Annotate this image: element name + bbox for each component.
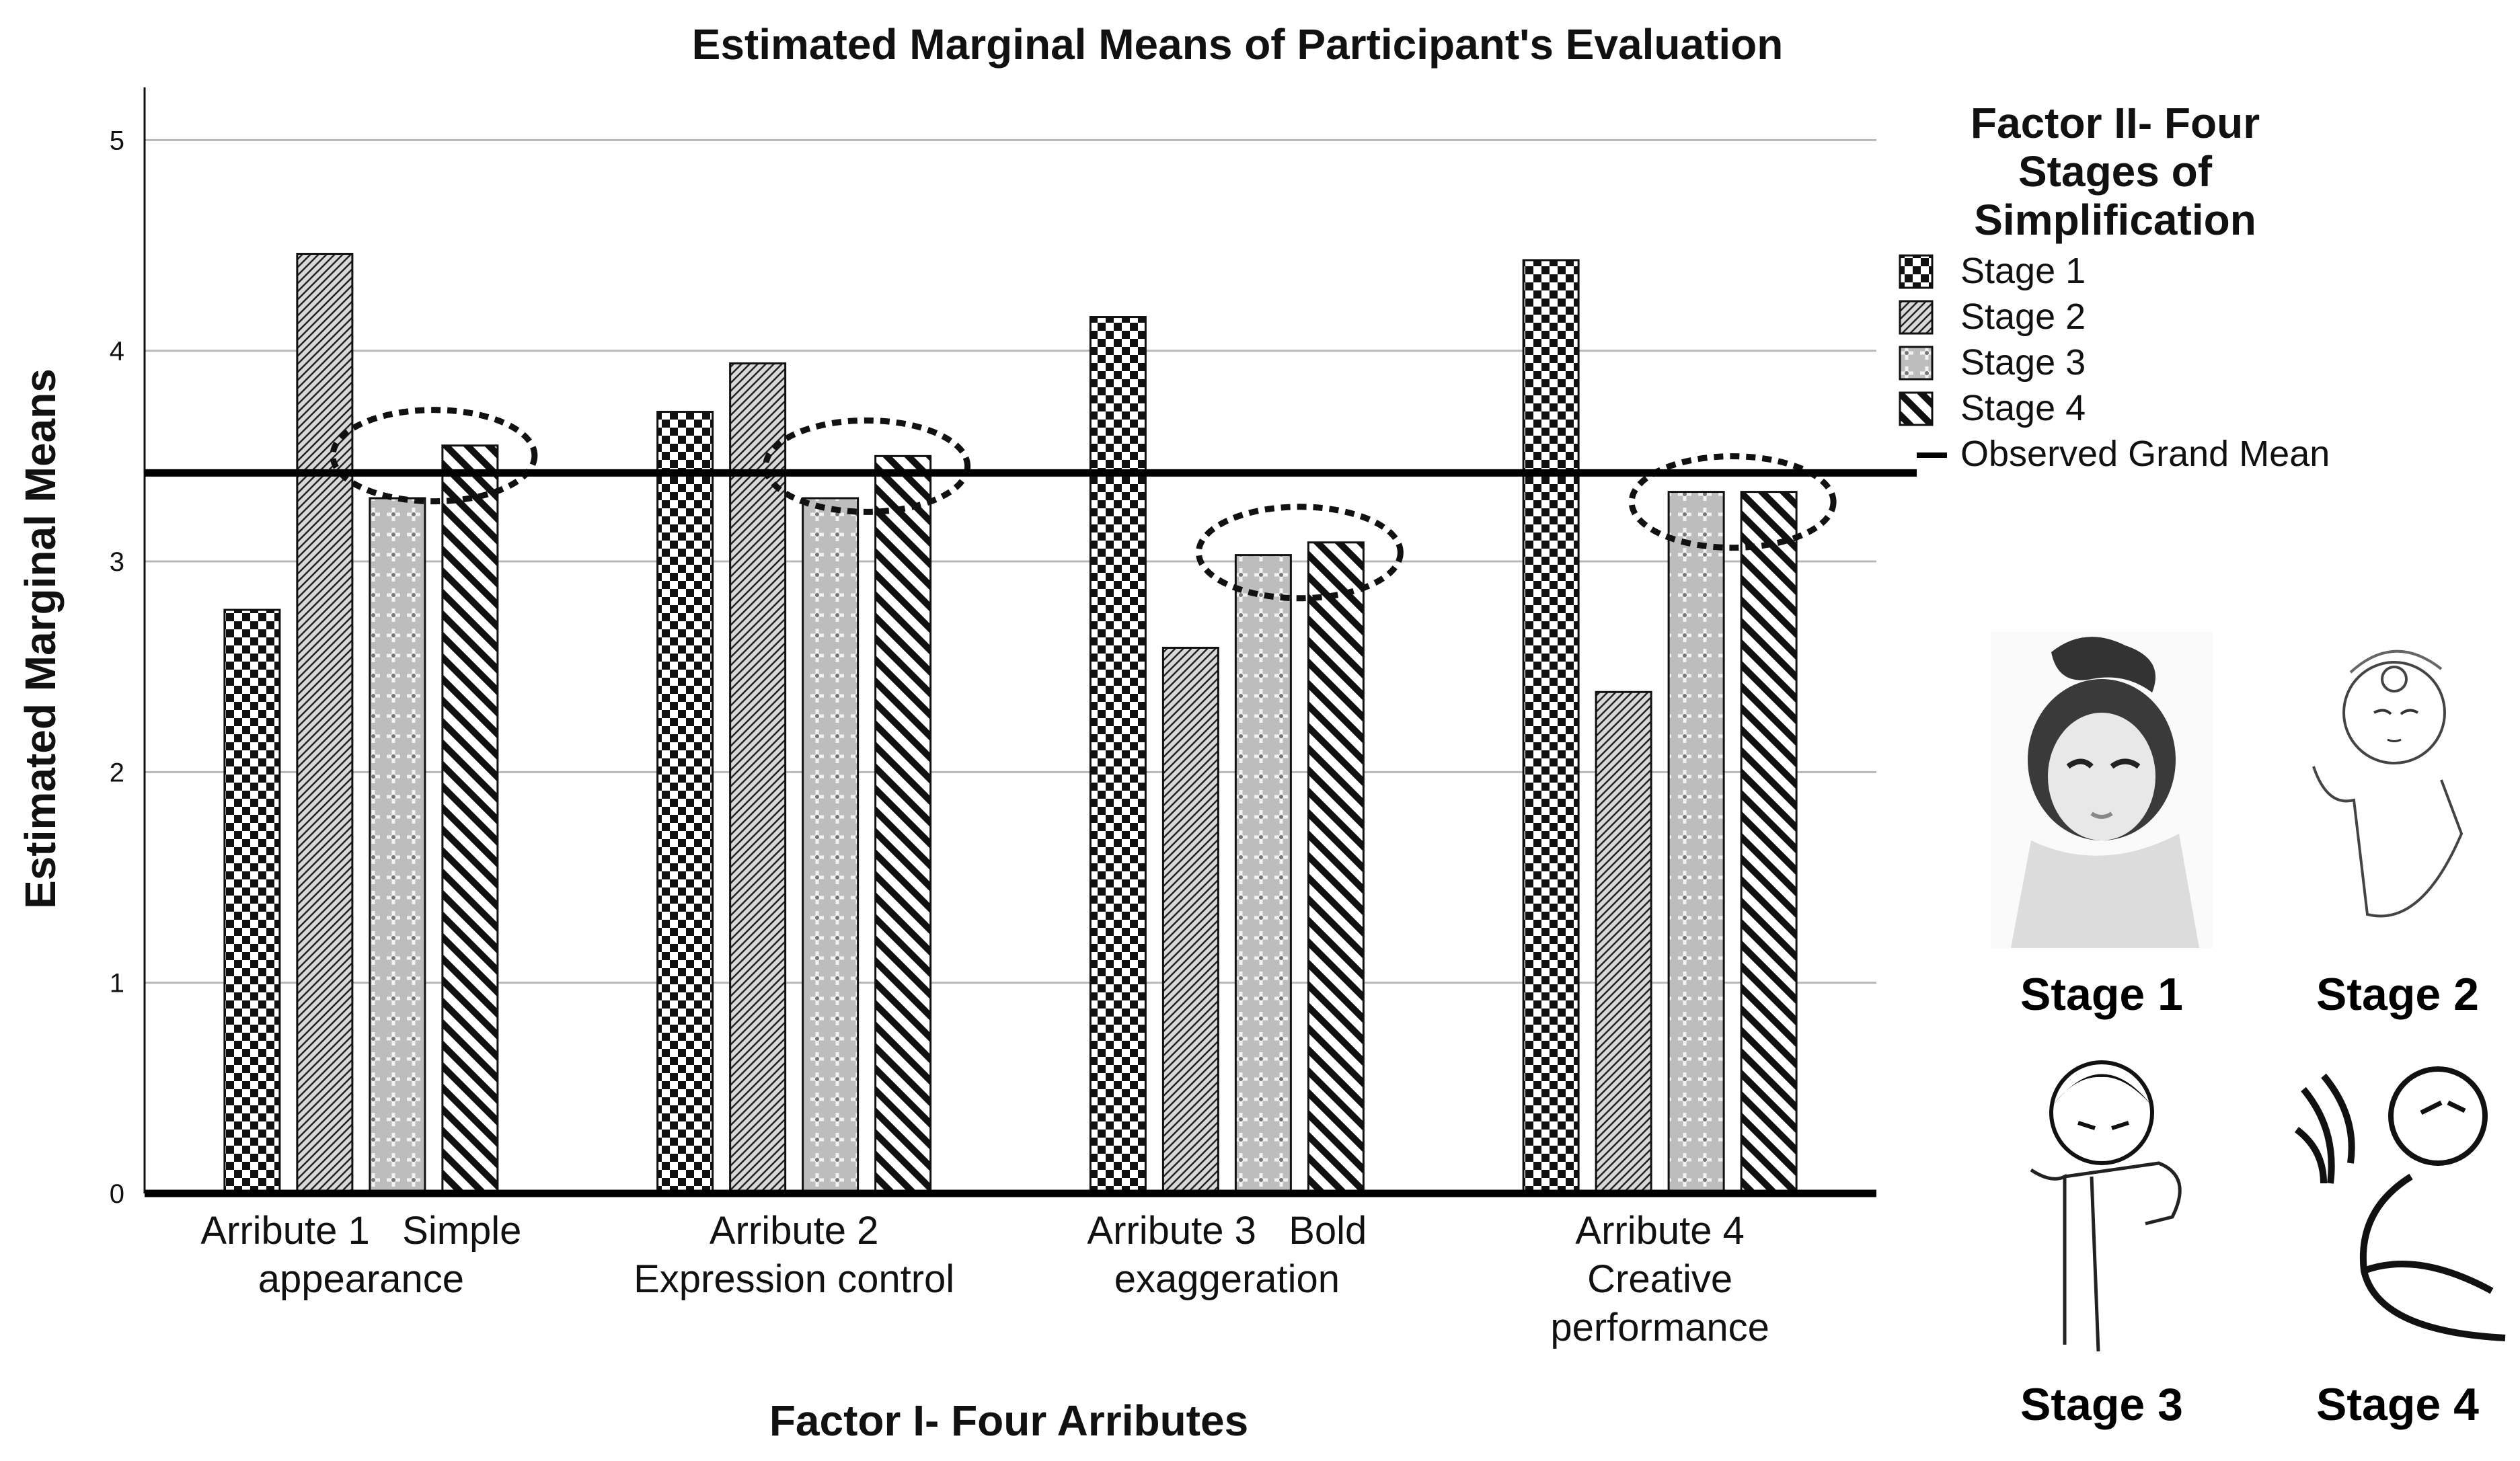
legend-label-4: Stage 4 (1960, 388, 2086, 428)
legend-title: Stages of (2018, 147, 2213, 196)
x-tick-label: exaggeration (1114, 1257, 1340, 1301)
legend-swatch-1 (1899, 254, 1934, 289)
opera-face-line-icon (2312, 649, 2464, 918)
bar-stage-1-cat-2 (656, 411, 714, 1195)
x-tick-label: Arribute 3 Bold (1087, 1209, 1367, 1253)
y-tick-label: 5 (110, 126, 124, 155)
x-tick-label: Expression control (634, 1257, 954, 1301)
bar-stage-4-cat-4 (1740, 491, 1798, 1195)
legend-label-3: Stage 3 (1960, 342, 2086, 383)
bar-stage-1-cat-4 (1522, 259, 1580, 1195)
x-tick-label: Creative (1587, 1257, 1732, 1301)
y-tick-label: 0 (110, 1179, 124, 1209)
legend-title: Simplification (1974, 196, 2256, 244)
illustration-label-stage-1: Stage 1 (2020, 969, 2183, 1020)
bar-stage-4-cat-2 (874, 455, 932, 1195)
bar-stage-1-cat-3 (1089, 316, 1147, 1195)
illustration-label-stage-4: Stage 4 (2316, 1379, 2479, 1430)
x-tick-label: appearance (258, 1257, 464, 1301)
chart-title: Estimated Marginal Means of Participant'… (692, 20, 1784, 69)
legend-swatch-2 (1899, 300, 1934, 335)
bar-stage-3-cat-1 (369, 497, 426, 1195)
legend-label-1: Stage 1 (1960, 251, 2086, 291)
x-tick-label: Arribute 2 (710, 1209, 878, 1253)
stick-figure-bold-icon (2294, 1066, 2506, 1341)
y-tick-label: 3 (110, 547, 124, 577)
y-tick-label: 1 (110, 969, 124, 998)
x-tick-label: Arribute 1 Simple (200, 1209, 521, 1253)
opera-face-realistic-icon (1991, 632, 2213, 948)
illustration-label-stage-3: Stage 3 (2020, 1379, 2183, 1430)
highlight-ellipse (1628, 453, 1837, 551)
bar-stage-3-cat-2 (802, 497, 860, 1195)
highlight-ellipse (330, 407, 538, 505)
legend-swatch-3 (1899, 346, 1934, 381)
x-axis-label: Factor I- Four Arributes (769, 1396, 1248, 1445)
stick-figure-simple-icon (2030, 1060, 2182, 1352)
legend-title: Factor II- Four (1971, 99, 2260, 147)
legend-swatch-4 (1899, 391, 1934, 426)
bar-stage-2-cat-1 (296, 253, 354, 1195)
bar-stage-4-cat-1 (441, 444, 499, 1195)
legend-label-2: Stage 2 (1960, 297, 2086, 337)
highlight-ellipse (763, 417, 971, 515)
y-axis-label: Estimated Marginal Means (16, 368, 65, 909)
bar-stage-1-cat-1 (223, 608, 281, 1195)
bar-stage-2-cat-3 (1161, 646, 1219, 1195)
illustration-label-stage-2: Stage 2 (2316, 969, 2479, 1020)
bar-stage-3-cat-3 (1234, 554, 1292, 1195)
bar-stage-2-cat-4 (1595, 690, 1652, 1195)
y-tick-label: 2 (110, 758, 124, 787)
bar-stage-3-cat-4 (1667, 491, 1725, 1195)
legend-label-grand-mean: Observed Grand Mean (1960, 434, 2330, 474)
y-tick-label: 4 (110, 337, 124, 366)
x-tick-label: performance (1550, 1306, 1769, 1349)
x-tick-label: Arribute 4 (1575, 1209, 1744, 1253)
bar-stage-4-cat-3 (1307, 541, 1365, 1195)
highlight-ellipse (1195, 504, 1404, 602)
